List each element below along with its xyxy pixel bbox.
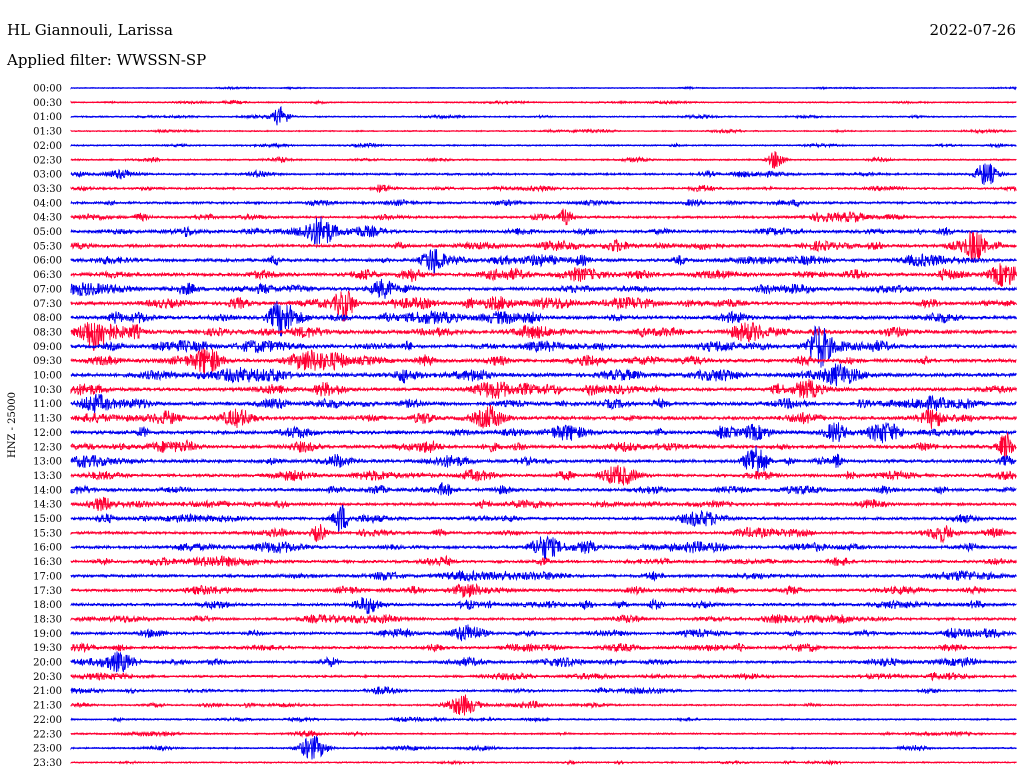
row-label: 12:00 [33,428,62,439]
row-label: 07:30 [33,299,62,310]
row-label: 09:00 [33,342,62,353]
trace-row [70,348,1017,376]
row-label: 15:00 [33,514,62,525]
trace-row [70,325,1017,368]
row-label: 18:30 [33,614,62,625]
trace-row [70,422,1017,444]
row-label: 16:30 [33,557,62,568]
row-labels-group: 00:00 00:30 01:00 01:30 02:00 02:30 03:00 03:30… [33,84,62,769]
row-label: 09:30 [33,356,62,367]
trace-row [70,535,1017,560]
row-label: 17:30 [33,586,62,597]
row-label: 07:00 [33,284,62,295]
row-label: 22:00 [33,715,62,726]
row-label: 14:00 [33,485,62,496]
row-label: 20:30 [33,672,62,683]
row-label: 03:30 [33,184,62,195]
row-label: 06:00 [33,256,62,267]
row-label: 04:00 [33,198,62,209]
row-label: 15:30 [33,528,62,539]
row-label: 00:30 [33,98,62,109]
row-label: 16:00 [33,543,62,554]
row-label: 06:30 [33,270,62,281]
traces-group [70,85,1017,766]
row-label: 02:00 [33,141,62,152]
trace-row [70,596,1017,615]
row-label: 00:00 [33,84,62,95]
row-label: 21:30 [33,701,62,712]
row-label: 20:00 [33,658,62,669]
row-label: 04:30 [33,213,62,224]
row-label: 01:00 [33,112,62,123]
row-label: 05:00 [33,227,62,238]
row-label: 08:00 [33,313,62,324]
trace-row [70,248,1017,275]
trace-row [70,445,1017,474]
y-axis-label: HNZ - 25000 [7,392,18,458]
row-label: 01:30 [33,127,62,138]
row-label: 19:00 [33,629,62,640]
row-label: 23:00 [33,744,62,755]
trace-row [70,582,1017,599]
row-label: 19:30 [33,643,62,654]
filter-label: Applied filter: WWSSN-SP [7,51,207,69]
row-label: 02:30 [33,155,62,166]
row-label: 10:00 [33,371,62,382]
row-label: 11:00 [33,399,62,410]
row-label: 08:30 [33,327,62,338]
row-label: 10:30 [33,385,62,396]
row-label: 22:30 [33,729,62,740]
station-title: HL Giannouli, Larissa [7,21,173,39]
row-label: 18:00 [33,600,62,611]
row-label: 14:30 [33,500,62,511]
row-label: 23:30 [33,758,62,769]
row-label: 17:00 [33,571,62,582]
row-label: 11:30 [33,414,62,425]
trace-row [70,404,1017,429]
date-label: 2022-07-26 [929,21,1016,39]
row-label: 13:30 [33,471,62,482]
row-label: 13:00 [33,457,62,468]
row-label: 21:00 [33,686,62,697]
row-label: 05:30 [33,241,62,252]
row-label: 12:30 [33,442,62,453]
trace-row [70,321,1017,351]
row-label: 03:00 [33,170,62,181]
